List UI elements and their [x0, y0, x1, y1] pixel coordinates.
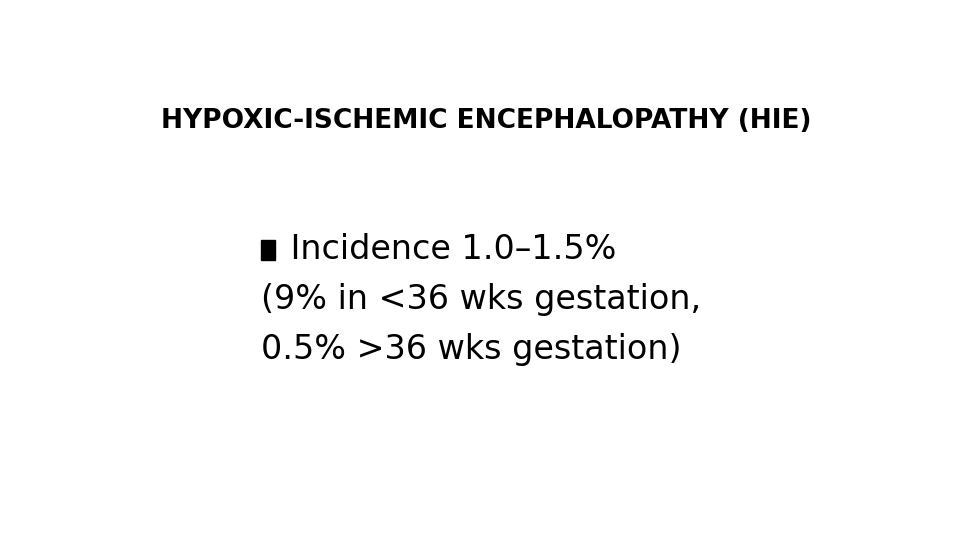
Text: HYPOXIC-ISCHEMIC ENCEPHALOPATHY (HIE): HYPOXIC-ISCHEMIC ENCEPHALOPATHY (HIE) [161, 109, 811, 134]
Bar [261, 240, 275, 260]
Text: Incidence 1.0–1.5%: Incidence 1.0–1.5% [280, 233, 616, 266]
Text: 0.5% >36 wks gestation): 0.5% >36 wks gestation) [261, 333, 682, 366]
Text: (9% in <36 wks gestation,: (9% in <36 wks gestation, [261, 283, 702, 316]
